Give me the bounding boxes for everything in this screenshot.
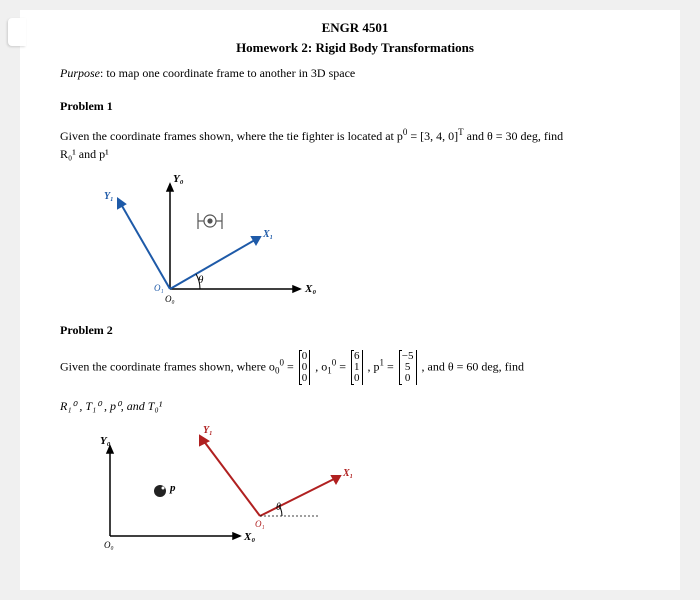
label2-Y0: Y₀	[100, 435, 111, 447]
p1-text-c: and θ = 30 deg, find	[464, 129, 564, 143]
label-Y0: Y₀	[173, 173, 184, 185]
vec-o0: 000	[299, 350, 311, 385]
page-tab	[8, 18, 26, 46]
problem1-title: Problem 1	[60, 99, 650, 114]
problem2-find: R₁⁰ , T₁⁰ , p⁰, and T₀¹	[60, 397, 650, 415]
label2-O1: O₁	[255, 519, 265, 529]
problem1-statement: Given the coordinate frames shown, where…	[60, 126, 650, 163]
label2-X1: X₁	[342, 468, 353, 479]
purpose-label: Purpose	[60, 66, 100, 80]
label-theta: θ	[198, 274, 204, 286]
label2-theta: θ	[276, 502, 281, 513]
p1-text-b: = [3, 4, 0]	[407, 129, 458, 143]
label-O0: O₀	[165, 294, 175, 304]
p2-text-end: , and θ = 60 deg, find	[422, 359, 525, 373]
label-Y1: Y₁	[104, 191, 114, 202]
label2-X0: X₀	[243, 531, 255, 543]
label-X1: X₁	[262, 229, 273, 240]
p1-text-d: R₀¹ and p¹	[60, 147, 109, 161]
label2-Y1: Y₁	[203, 425, 213, 436]
label-O1: O₁	[154, 283, 164, 293]
tie-fighter-icon	[198, 213, 222, 229]
p2-text-a: Given the coordinate frames shown, where…	[60, 359, 275, 373]
problem2-statement: Given the coordinate frames shown, where…	[60, 350, 650, 385]
purpose-line: Purpose: to map one coordinate frame to …	[60, 66, 650, 81]
vec-o1: 610	[351, 350, 363, 385]
vec-p1: −550	[399, 350, 417, 385]
problem2-diagram: Y₀ X₀ Y₁ X₁ θ O₀ O₁ p	[60, 421, 650, 555]
label2-p: p	[169, 482, 176, 494]
problem2-title: Problem 2	[60, 323, 650, 338]
course-code: ENGR 4501	[60, 20, 650, 36]
hw-title: Homework 2: Rigid Body Transformations	[60, 40, 650, 56]
label-X0: X₀	[304, 283, 316, 295]
problem1-diagram: Y₀ X₀ Y₁ X₁ θ O₀ O₁	[60, 169, 650, 323]
point-p-icon	[154, 485, 166, 497]
label2-O0: O₀	[104, 540, 114, 550]
purpose-text: : to map one coordinate frame to another…	[100, 66, 355, 80]
p1-text-a: Given the coordinate frames shown, where…	[60, 129, 403, 143]
